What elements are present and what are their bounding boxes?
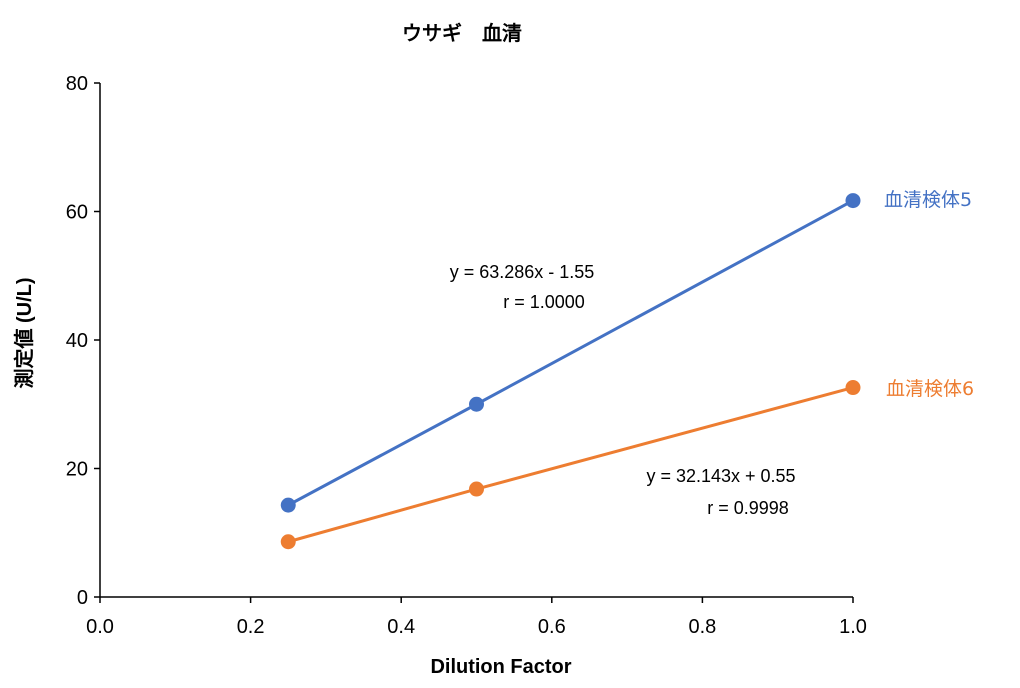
y-axis-label: 測定値 (U/L) (12, 277, 36, 388)
data-point (845, 193, 861, 209)
y-tick-label: 60 (66, 202, 88, 224)
axes (99, 83, 853, 598)
y-tick-label: 0 (77, 587, 88, 609)
x-tick-label: 0.2 (237, 616, 265, 638)
series-line (287, 386, 854, 544)
series-6-equation: y = 32.143x + 0.55 (646, 466, 795, 486)
y-ticks: 0 20 40 60 80 (66, 73, 100, 609)
data-point (469, 481, 484, 497)
data-point (280, 497, 296, 513)
x-axis-label: Dilution Factor (430, 656, 571, 678)
y-tick-label: 20 (66, 459, 88, 481)
series-layer (280, 193, 861, 550)
x-ticks: 0.0 0.2 0.4 0.6 0.8 1.0 (86, 597, 867, 638)
legend-label-series-6: 血清検体6 (886, 378, 974, 400)
x-tick-label: 0.4 (387, 616, 415, 638)
series-5-equation: y = 63.286x - 1.55 (450, 262, 595, 282)
x-tick-label: 1.0 (839, 616, 867, 638)
series-5-r-value: r = 1.0000 (503, 292, 585, 312)
x-tick-label: 0.8 (688, 616, 716, 638)
data-point (469, 396, 484, 412)
x-tick-label: 0.6 (538, 616, 566, 638)
data-point (280, 534, 296, 550)
y-tick-label: 40 (66, 330, 88, 352)
x-tick-label: 0.0 (86, 616, 114, 638)
chart-title: ウサギ 血清 (402, 21, 522, 45)
legend-label-series-5: 血清検体5 (884, 189, 972, 211)
series-line (287, 199, 854, 507)
series-6-r-value: r = 0.9998 (707, 498, 789, 518)
data-point (845, 380, 861, 396)
y-tick-label: 80 (66, 73, 88, 95)
